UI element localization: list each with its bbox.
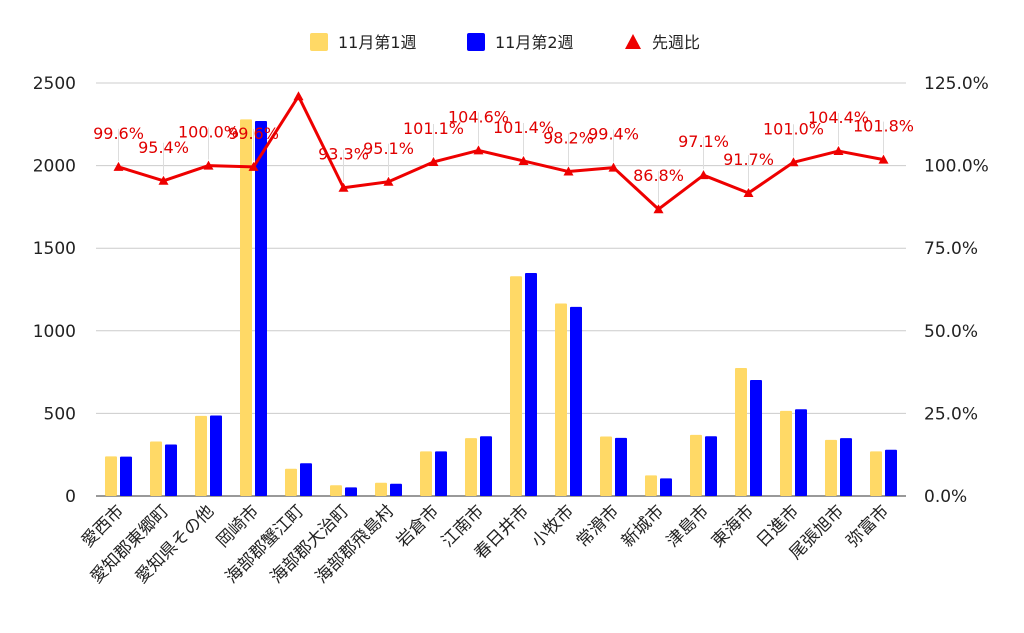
- bar: [735, 367, 747, 496]
- x-tick-label: 小牧市: [528, 501, 578, 551]
- bar: [120, 456, 132, 496]
- ratio-point: [293, 91, 304, 101]
- data-label: 99.4%: [588, 125, 639, 144]
- x-tick-label: 弥富市: [843, 501, 893, 551]
- y-right-tick-label: 100.0%: [924, 157, 989, 177]
- ratio-point: [743, 188, 754, 198]
- y-right-tick-label: 0.0%: [924, 487, 967, 507]
- data-label: 104.4%: [808, 108, 869, 127]
- y-right-tick-label: 125.0%: [924, 74, 989, 94]
- bar: [285, 468, 297, 496]
- bar: [600, 436, 612, 496]
- x-tick-label: 東海市: [708, 501, 758, 551]
- data-label: 104.6%: [448, 107, 509, 126]
- ratio-point: [698, 170, 709, 180]
- bar: [660, 478, 672, 496]
- y-right-tick-label: 75.0%: [924, 239, 978, 259]
- ratio-point: [518, 155, 529, 165]
- bar: [420, 451, 432, 496]
- bar: [390, 483, 402, 496]
- bar: [345, 487, 357, 496]
- ratio-point: [248, 161, 259, 171]
- bar: [690, 434, 702, 496]
- ratio-point: [338, 182, 349, 192]
- ratio-point: [833, 146, 844, 156]
- x-tick-label: 津島市: [663, 501, 713, 551]
- y-left-tick-label: 1500: [33, 239, 76, 259]
- bar: [240, 119, 252, 497]
- data-label: 93.3%: [318, 145, 369, 164]
- y-left-tick-label: 2000: [33, 157, 76, 177]
- legend-label: 11月第1週: [338, 33, 417, 52]
- data-label: 97.1%: [678, 132, 729, 151]
- data-label: 101.4%: [493, 118, 554, 137]
- data-label: 98.2%: [543, 129, 594, 148]
- ratio-point: [383, 176, 394, 186]
- bar: [300, 463, 312, 496]
- bar: [885, 449, 897, 496]
- data-label: 95.4%: [138, 138, 189, 157]
- bar: [255, 120, 267, 496]
- ratio-point: [563, 166, 574, 176]
- y-right-tick-label: 50.0%: [924, 322, 978, 342]
- data-label: 99.6%: [228, 124, 279, 143]
- bar: [525, 272, 537, 496]
- ratio-point: [653, 204, 664, 214]
- bar: [555, 303, 567, 496]
- ratio-point: [203, 160, 214, 170]
- bar: [825, 439, 837, 496]
- y-left-tick-label: 500: [44, 404, 76, 424]
- y-left-tick-label: 2500: [33, 74, 76, 94]
- bar: [435, 451, 447, 496]
- data-label: 100.0%: [178, 123, 239, 142]
- bar: [210, 415, 222, 496]
- bar: [375, 482, 387, 496]
- legend-label: 11月第2週: [495, 33, 574, 52]
- y-left-tick-label: 1000: [33, 322, 76, 342]
- ratio-point: [608, 162, 619, 172]
- bar: [780, 410, 792, 496]
- data-label: 99.6%: [93, 124, 144, 143]
- bar: [645, 475, 657, 496]
- bar: [705, 436, 717, 496]
- x-tick-label: 常滑市: [573, 501, 623, 551]
- y-left-tick-label: 0: [65, 487, 76, 507]
- y-right-tick-label: 25.0%: [924, 404, 978, 424]
- data-label: 101.0%: [763, 119, 824, 138]
- ratio-point: [158, 175, 169, 185]
- ratio-point: [113, 161, 124, 171]
- data-label: 95.1%: [363, 139, 414, 158]
- bar: [615, 437, 627, 496]
- bar: [480, 436, 492, 496]
- legend-swatch: [310, 33, 328, 51]
- bar: [840, 438, 852, 496]
- bar: [195, 415, 207, 496]
- ratio-point: [788, 157, 799, 167]
- bar: [795, 409, 807, 496]
- ratio-point: [473, 145, 484, 155]
- legend-swatch: [625, 34, 641, 49]
- ratio-point: [878, 154, 889, 164]
- bar: [750, 380, 762, 496]
- legend-swatch: [467, 33, 485, 51]
- legend-label: 先週比: [652, 33, 700, 52]
- x-tick-label: 新城市: [618, 501, 668, 551]
- x-tick-label: 岩倉市: [393, 501, 443, 551]
- data-label: 91.7%: [723, 150, 774, 169]
- ratio-point: [428, 156, 439, 166]
- bar: [150, 441, 162, 496]
- bar: [465, 438, 477, 496]
- data-label: 86.8%: [633, 166, 684, 185]
- bar: [510, 276, 522, 496]
- bar: [165, 444, 177, 496]
- bar: [105, 456, 117, 496]
- bar: [570, 306, 582, 496]
- bar: [330, 485, 342, 496]
- ratio-line: [118, 94, 884, 211]
- bar: [870, 451, 882, 496]
- data-label: 101.8%: [853, 117, 914, 136]
- data-label: 101.1%: [403, 119, 464, 138]
